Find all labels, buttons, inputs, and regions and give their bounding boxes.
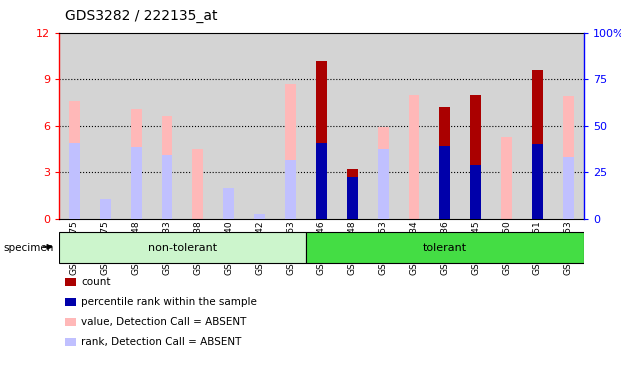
Bar (131, 109, 142, 219)
Bar (254, 216, 265, 219)
Bar (501, 137, 512, 219)
Bar (563, 96, 574, 219)
Bar (161, 155, 173, 219)
Bar (120, 33, 152, 219)
Text: specimen: specimen (3, 243, 53, 253)
Bar (460, 33, 491, 219)
Bar (214, 33, 244, 219)
Bar (183, 33, 214, 219)
Text: percentile rank within the sample: percentile rank within the sample (81, 297, 257, 307)
Bar (553, 33, 584, 219)
Bar (59, 232, 306, 263)
Bar (59, 33, 90, 219)
Bar (285, 84, 296, 219)
Text: non-tolerant: non-tolerant (148, 243, 217, 253)
Bar (306, 33, 337, 219)
Bar (100, 199, 111, 219)
Bar (470, 95, 481, 219)
Bar (285, 160, 296, 219)
Bar (306, 232, 584, 263)
Bar (347, 169, 358, 219)
Text: GDS3282 / 222135_at: GDS3282 / 222135_at (65, 9, 218, 23)
Text: tolerant: tolerant (423, 243, 467, 253)
Bar (378, 127, 389, 219)
Text: count: count (81, 277, 111, 287)
Bar (152, 33, 183, 219)
Bar (254, 214, 265, 219)
Bar (224, 188, 234, 219)
Bar (90, 33, 120, 219)
Bar (316, 61, 327, 219)
Bar (378, 149, 389, 219)
Bar (470, 95, 481, 219)
Bar (522, 33, 553, 219)
Bar (429, 33, 460, 219)
Bar (69, 101, 80, 219)
Bar (244, 33, 275, 219)
Bar (440, 146, 450, 219)
Bar (399, 33, 429, 219)
Bar (337, 33, 368, 219)
Bar (563, 157, 574, 219)
Bar (100, 200, 111, 219)
Text: rank, Detection Call = ABSENT: rank, Detection Call = ABSENT (81, 337, 242, 347)
Bar (368, 33, 399, 219)
Bar (347, 177, 358, 219)
Bar (131, 147, 142, 219)
Bar (470, 165, 481, 219)
Bar (193, 149, 203, 219)
Text: value, Detection Call = ABSENT: value, Detection Call = ABSENT (81, 317, 247, 327)
Bar (316, 143, 327, 219)
Bar (69, 143, 80, 219)
Bar (161, 116, 173, 219)
Bar (440, 107, 450, 219)
Bar (409, 95, 419, 219)
Bar (532, 70, 543, 219)
Bar (491, 33, 522, 219)
Bar (275, 33, 306, 219)
Bar (532, 144, 543, 219)
Bar (224, 192, 234, 219)
